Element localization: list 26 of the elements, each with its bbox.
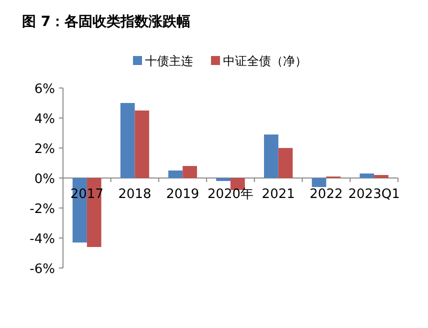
y-tick-label: 4% — [34, 112, 55, 127]
bar — [216, 178, 230, 181]
y-tick-label: 0% — [34, 172, 55, 187]
bar — [168, 170, 183, 178]
bar — [374, 175, 388, 178]
y-tick-label: 2% — [34, 142, 55, 157]
bar — [264, 134, 278, 178]
bar — [312, 178, 326, 187]
x-tick-label: 2019 — [166, 187, 200, 202]
bar — [182, 166, 197, 178]
x-tick-label: 2022 — [310, 187, 343, 202]
legend-label: 十债主连 — [145, 54, 193, 68]
x-tick-label: 2023Q1 — [348, 187, 400, 202]
y-tick-label: 6% — [34, 82, 55, 97]
y-tick-label: -4% — [30, 232, 55, 247]
x-tick-label: 2018 — [118, 187, 152, 202]
bar — [360, 174, 374, 178]
bar — [120, 103, 135, 178]
bar — [134, 110, 150, 178]
x-tick-label: 2020年 — [207, 187, 254, 202]
x-tick-label: 2021 — [262, 187, 295, 202]
bar — [278, 148, 293, 178]
y-tick-label: -2% — [30, 202, 55, 217]
chart-title: 图 7：各固收类指数涨跌幅 — [22, 14, 191, 30]
y-tick-label: -6% — [30, 262, 55, 277]
x-tick-label: 2017 — [70, 187, 104, 202]
